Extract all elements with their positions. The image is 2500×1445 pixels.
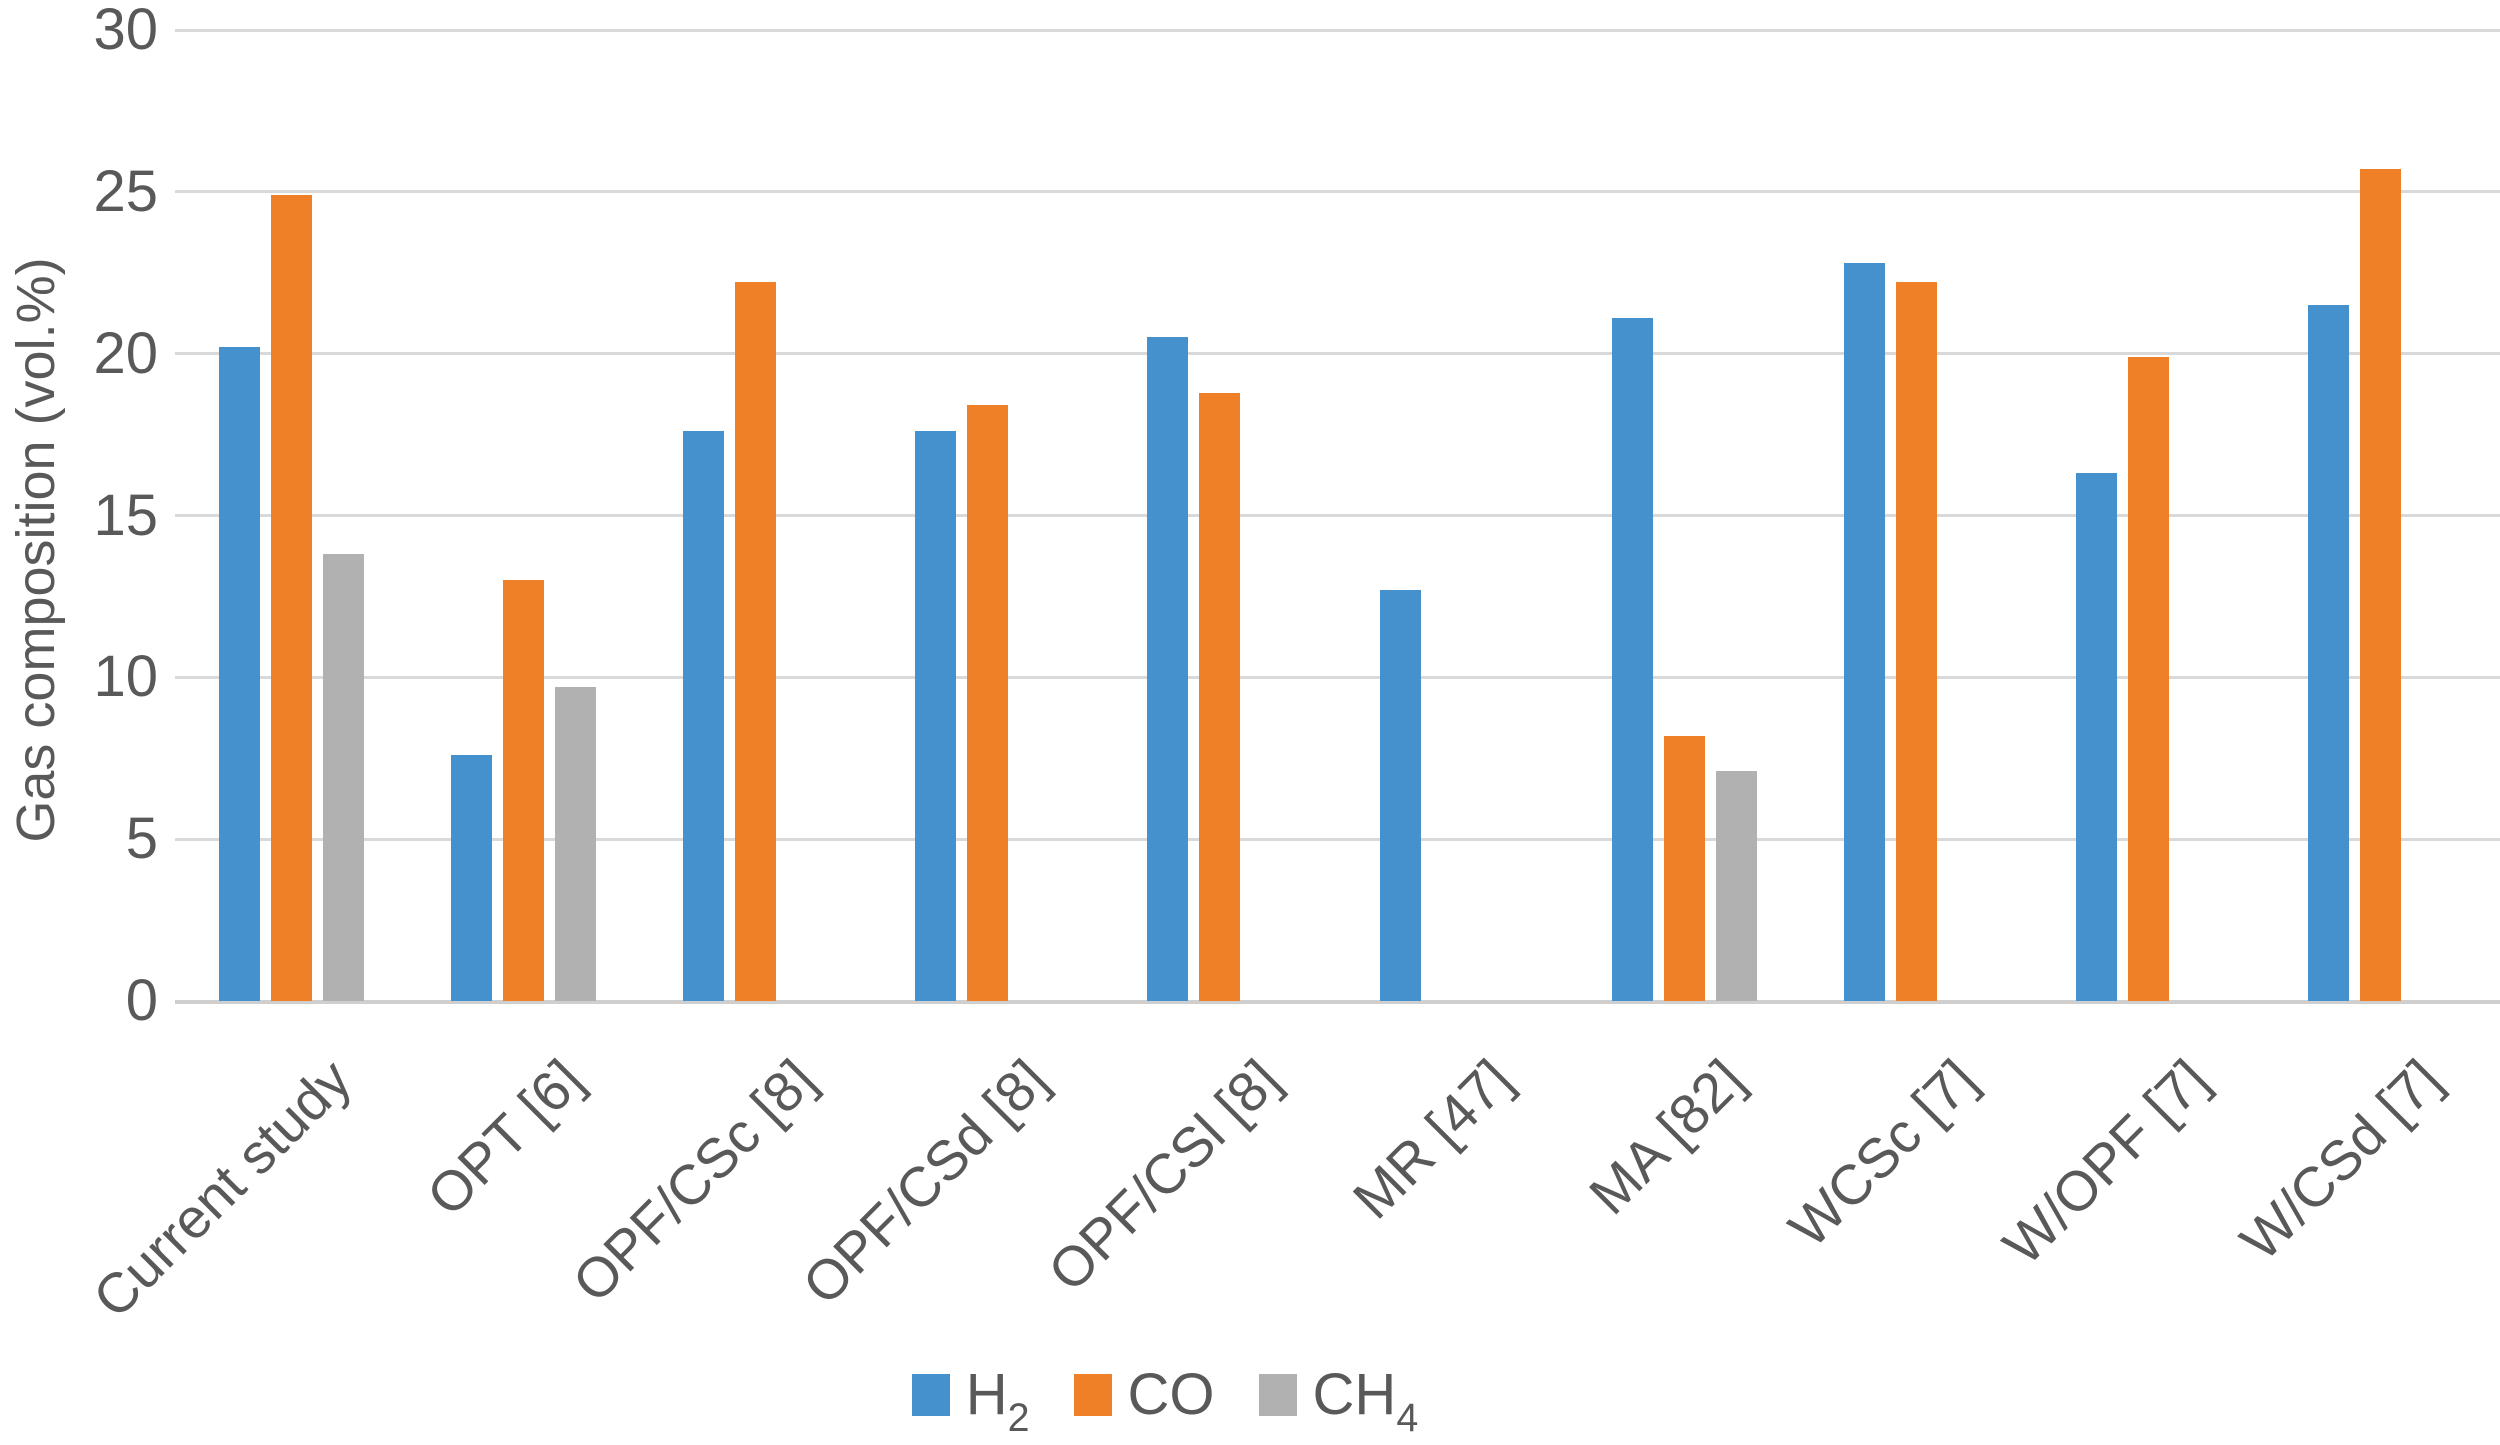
gridline-20 bbox=[175, 352, 2500, 356]
x-category-label-2: OPT [6] bbox=[414, 1047, 596, 1228]
gridline-0 bbox=[175, 999, 2500, 1004]
legend-item-h2: H2 bbox=[911, 1360, 1030, 1441]
x-category-label-6: MR [47] bbox=[1340, 1047, 1524, 1231]
x-category-label-7: MA [82] bbox=[1577, 1047, 1757, 1227]
gridline-10 bbox=[175, 675, 2500, 679]
bar-h2-6 bbox=[1379, 589, 1421, 1001]
bar-ch4-1 bbox=[322, 554, 364, 1001]
y-tick-label-30: 30 bbox=[93, 0, 158, 62]
bar-co-7 bbox=[1663, 735, 1705, 1001]
legend-swatch-co bbox=[1073, 1374, 1112, 1416]
legend-label-ch4: CH4 bbox=[1312, 1362, 1419, 1441]
x-category-label-9: W/OPF [7] bbox=[1991, 1047, 2221, 1277]
bar-co-4 bbox=[967, 405, 1009, 1001]
bar-co-9 bbox=[2128, 356, 2170, 1001]
bar-h2-7 bbox=[1611, 318, 1653, 1001]
gridline-25 bbox=[175, 190, 2500, 194]
x-category-label-1: Current study bbox=[80, 1047, 363, 1330]
bar-co-3 bbox=[735, 282, 776, 1001]
bar-h2-8 bbox=[1844, 263, 1885, 1001]
legend-label-h2: H2 bbox=[965, 1362, 1030, 1441]
gridline-30 bbox=[175, 28, 2500, 32]
bar-h2-2 bbox=[450, 755, 492, 1001]
legend-label-co: CO bbox=[1127, 1362, 1215, 1427]
gridline-15 bbox=[175, 514, 2500, 517]
y-tick-label-25: 25 bbox=[93, 158, 158, 224]
bar-h2-4 bbox=[915, 431, 957, 1001]
x-category-label-3: OPF/CSc [8] bbox=[560, 1047, 828, 1315]
legend-swatch-ch4 bbox=[1258, 1374, 1297, 1416]
bar-ch4-7 bbox=[1715, 771, 1757, 1001]
x-category-label-4: OPF/CSd [8] bbox=[790, 1047, 1060, 1317]
x-category-label-8: WCSc [7] bbox=[1776, 1047, 1989, 1260]
y-tick-label-15: 15 bbox=[93, 482, 158, 548]
bar-h2-9 bbox=[2076, 473, 2118, 1001]
x-category-label-10: W/CSd [7] bbox=[2227, 1047, 2453, 1273]
y-tick-label-5: 5 bbox=[125, 806, 158, 872]
bar-h2-3 bbox=[683, 431, 724, 1001]
y-tick-label-10: 10 bbox=[93, 644, 158, 710]
legend: H2 CO CH4 bbox=[0, 1360, 2415, 1441]
legend-swatch-h2 bbox=[911, 1374, 950, 1416]
bar-co-1 bbox=[270, 195, 312, 1001]
bar-h2-10 bbox=[2308, 305, 2350, 1001]
bar-co-2 bbox=[502, 580, 544, 1001]
gridline-5 bbox=[175, 837, 2500, 841]
bar-co-10 bbox=[2360, 169, 2402, 1001]
legend-item-ch4: CH4 bbox=[1258, 1360, 1419, 1441]
y-tick-label-0: 0 bbox=[125, 968, 158, 1033]
bar-ch4-2 bbox=[554, 687, 596, 1001]
y-tick-label-20: 20 bbox=[93, 320, 158, 386]
x-category-label-5: OPF/CSl [8] bbox=[1035, 1047, 1292, 1304]
bar-h2-1 bbox=[218, 347, 260, 1001]
legend-item-co: CO bbox=[1073, 1360, 1215, 1430]
bar-h2-5 bbox=[1147, 337, 1189, 1001]
bar-co-5 bbox=[1199, 392, 1241, 1001]
bar-co-8 bbox=[1896, 282, 1937, 1001]
